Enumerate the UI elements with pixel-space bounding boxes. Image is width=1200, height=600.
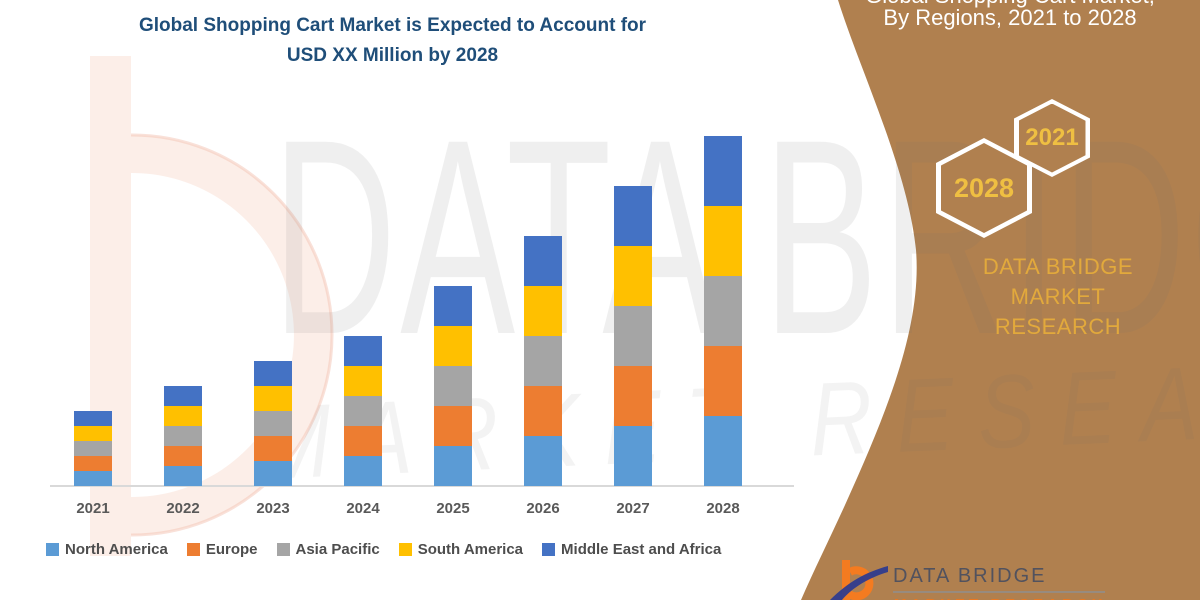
sidebar-brand-text: DATA BRIDGE MARKET RESEARCH	[933, 252, 1183, 342]
sidebar-heading-line1: Global Shopping Cart Market,	[820, 0, 1200, 9]
chart-title-line2: USD XX Million by 2028	[286, 45, 499, 66]
legend-label: Asia Pacific	[295, 541, 380, 558]
bar-segment-2023-asia-pacific	[254, 411, 292, 436]
x-axis-label-2021: 2021	[76, 500, 110, 517]
sidebar-heading-line2: By Regions, 2021 to 2028	[883, 5, 1137, 30]
bar-segment-2025-asia-pacific	[434, 366, 472, 406]
footer-brand-subtext: MARKET RESEARCH	[894, 596, 1107, 600]
bar-segment-2022-north-america	[164, 466, 202, 486]
legend-label: North America	[65, 541, 168, 558]
legend-swatch-icon	[186, 543, 200, 556]
legend-label: South America	[417, 541, 524, 558]
legend-item-europe: Europe	[186, 541, 258, 558]
legend-swatch-icon	[398, 543, 412, 556]
bar-segment-2026-south-america	[524, 286, 562, 336]
legend-item-middle-east-and-africa: Middle East and Africa	[542, 541, 721, 558]
sidebar-brand-line2: RESEARCH	[994, 314, 1122, 339]
legend-swatch-icon	[542, 543, 556, 556]
bar-segment-2021-middle-east-and-africa	[74, 411, 112, 426]
bar-segment-2027-middle-east-and-africa	[614, 186, 652, 246]
hexagon-2021-label: 2021	[1025, 124, 1079, 151]
bar-segment-2026-middle-east-and-africa	[524, 236, 562, 286]
bar-segment-2027-europe	[614, 366, 652, 426]
legend-swatch-icon	[46, 543, 59, 556]
chart-title-line1: Global Shopping Cart Market is Expected …	[138, 15, 647, 36]
hexagon-2028: 2028	[936, 138, 1032, 238]
legend-item-asia-pacific: Asia Pacific	[276, 541, 380, 558]
bar-segment-2021-asia-pacific	[74, 441, 112, 456]
bar-segment-2023-europe	[254, 436, 292, 461]
bar-segment-2027-south-america	[614, 246, 652, 306]
chart-title: Global Shopping Cart Market is Expected …	[0, 11, 785, 71]
x-axis-label-2023: 2023	[256, 500, 290, 517]
bar-segment-2021-north-america	[74, 471, 112, 486]
x-axis-label-2024: 2024	[346, 500, 380, 517]
bar-segment-2027-north-america	[614, 426, 652, 486]
bar-segment-2028-asia-pacific	[704, 276, 742, 346]
legend-label: Middle East and Africa	[561, 541, 722, 558]
footer-brand-text: DATA BRIDGE	[893, 565, 1047, 587]
bar-segment-2024-middle-east-and-africa	[344, 336, 382, 366]
bar-segment-2028-europe	[704, 346, 742, 416]
legend-swatch-icon	[276, 543, 290, 556]
bar-segment-2022-asia-pacific	[164, 426, 202, 446]
bar-segment-2026-asia-pacific	[524, 336, 562, 386]
bar-segment-2025-north-america	[434, 446, 472, 486]
x-axis-label-2026: 2026	[526, 500, 560, 517]
data-bridge-b-logo-icon	[830, 560, 888, 600]
bar-segment-2025-south-america	[434, 326, 472, 366]
bar-segment-2028-middle-east-and-africa	[704, 136, 742, 206]
bar-segment-2021-south-america	[74, 426, 112, 441]
x-axis-label-2025: 2025	[436, 500, 470, 517]
x-axis-label-2027: 2027	[616, 500, 650, 517]
bar-segment-2025-middle-east-and-africa	[434, 286, 472, 326]
legend-item-south-america: South America	[398, 541, 524, 558]
x-axis-label-2022: 2022	[166, 500, 200, 517]
bar-segment-2024-asia-pacific	[344, 396, 382, 426]
bar-segment-2022-south-america	[164, 406, 202, 426]
footer-brand-rule	[893, 591, 1105, 593]
bar-segment-2022-middle-east-and-africa	[164, 386, 202, 406]
sidebar-brand-line1: DATA BRIDGE MARKET	[982, 254, 1134, 309]
bar-segment-2026-north-america	[524, 436, 562, 486]
bar-segment-2024-europe	[344, 426, 382, 456]
bar-segment-2023-north-america	[254, 461, 292, 486]
bar-segment-2024-south-america	[344, 366, 382, 396]
legend: North America Europe Asia Pacific South Ame…	[46, 541, 721, 558]
bar-segment-2021-europe	[74, 456, 112, 471]
bar-segment-2027-asia-pacific	[614, 306, 652, 366]
legend-item-north-america: North America	[46, 541, 168, 558]
bar-segment-2028-north-america	[704, 416, 742, 486]
x-axis-label-2028: 2028	[706, 500, 740, 517]
bar-segment-2023-south-america	[254, 386, 292, 411]
bar-segment-2025-europe	[434, 406, 472, 446]
bar-segment-2028-south-america	[704, 206, 742, 276]
hexagon-2028-label: 2028	[953, 172, 1015, 203]
bar-segment-2026-europe	[524, 386, 562, 436]
bar-segment-2024-north-america	[344, 456, 382, 486]
legend-label: Europe	[205, 541, 258, 558]
bar-segment-2023-middle-east-and-africa	[254, 361, 292, 386]
bar-segment-2022-europe	[164, 446, 202, 466]
x-axis-line	[50, 485, 794, 487]
